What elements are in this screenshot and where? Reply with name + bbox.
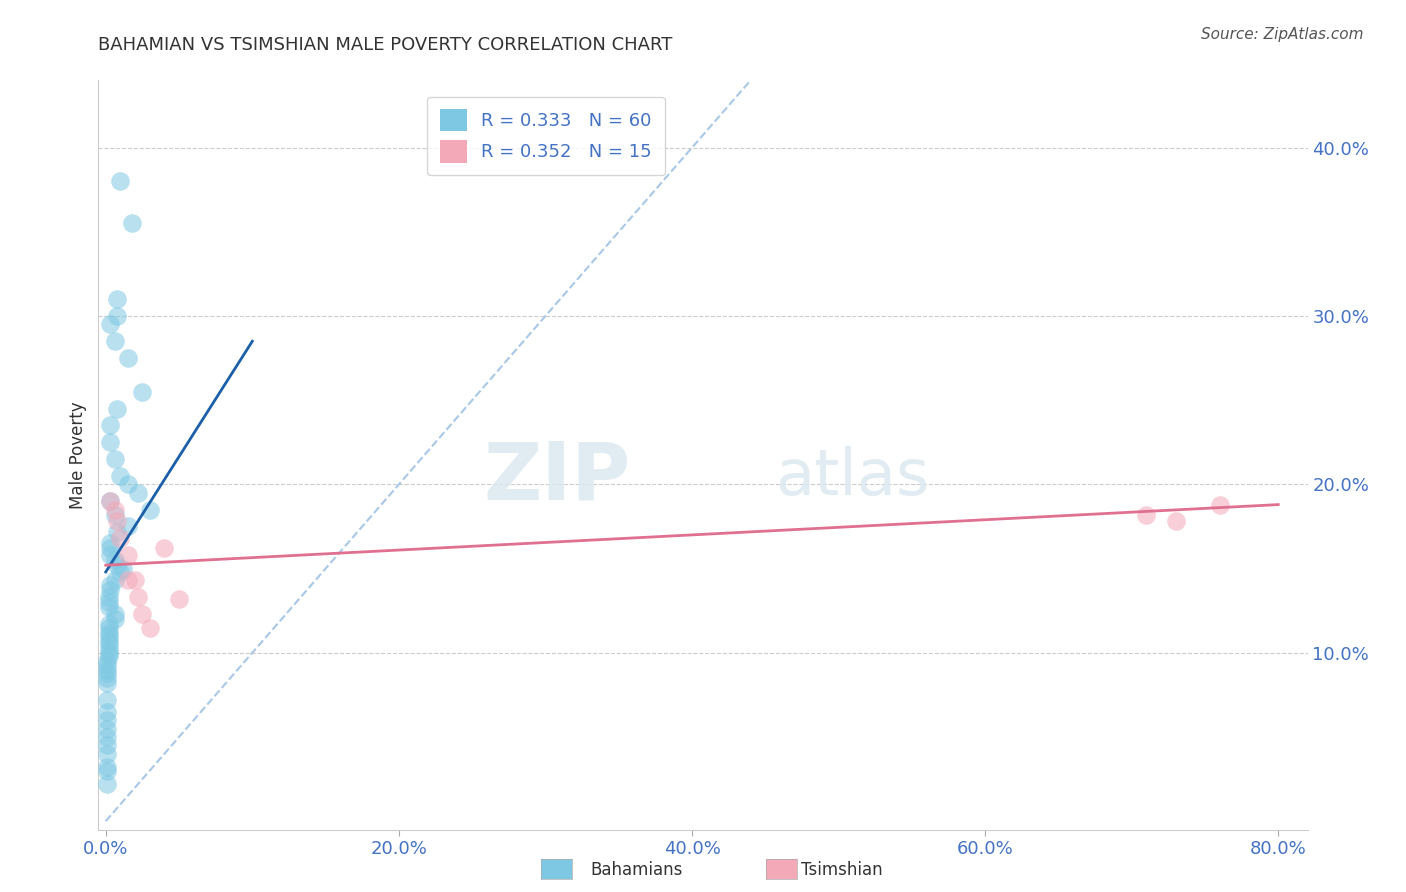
Point [127,591,149,605]
Point [107,292,129,306]
Point [110,174,132,188]
Point [1135,508,1157,522]
Point [107,515,129,529]
Point [1208,498,1230,512]
Point [138,620,160,634]
Point [117,548,139,562]
Legend: R = 0.333   N = 60, R = 0.352   N = 15: R = 0.333 N = 60, R = 0.352 N = 15 [427,97,665,175]
Point [97,649,120,664]
Point [96,747,118,761]
Point [98,536,121,550]
Point [96,739,118,753]
Text: Source: ZipAtlas.com: Source: ZipAtlas.com [1201,27,1364,42]
Point [103,502,125,516]
Point [97,642,120,657]
Point [96,693,118,707]
Point [97,646,120,660]
Point [97,617,120,632]
Point [127,485,149,500]
Point [96,777,118,791]
Point [103,334,125,349]
Point [153,541,176,556]
Point [97,600,120,615]
Text: Bahamians: Bahamians [591,861,683,879]
Text: atlas: atlas [776,446,929,508]
Point [96,665,118,680]
Point [97,629,120,643]
Y-axis label: Male Poverty: Male Poverty [69,401,87,508]
Point [98,548,121,562]
Point [121,216,143,230]
Point [107,401,129,416]
Point [110,469,132,483]
Point [117,477,139,491]
Point [98,578,121,592]
Point [96,764,118,778]
Point [117,519,139,533]
Point [96,730,118,744]
Point [96,671,118,685]
Point [131,607,153,621]
Point [97,637,120,651]
Point [103,612,125,626]
Point [96,760,118,774]
Point [131,384,153,399]
Point [98,541,121,556]
Point [98,583,121,598]
Point [110,565,132,579]
Point [98,318,121,332]
Point [103,607,125,621]
Point [110,531,132,545]
Point [107,524,129,539]
Point [96,663,118,677]
Point [107,309,129,323]
Text: BAHAMIAN VS TSIMSHIAN MALE POVERTY CORRELATION CHART: BAHAMIAN VS TSIMSHIAN MALE POVERTY CORRE… [98,36,673,54]
Point [98,418,121,433]
Point [96,722,118,736]
Point [117,351,139,365]
Point [124,574,146,588]
Point [96,657,118,672]
Point [96,705,118,719]
Point [97,625,120,640]
Point [167,591,190,606]
Point [98,494,121,508]
Point [103,574,125,588]
Point [96,676,118,690]
Text: ZIP: ZIP [484,438,630,516]
Point [98,435,121,450]
Point [98,494,121,508]
Point [1164,515,1187,529]
Text: Tsimshian: Tsimshian [801,861,883,879]
Point [107,558,129,573]
Point [97,634,120,648]
Point [103,553,125,567]
Point [103,452,125,467]
Point [96,713,118,727]
Point [103,508,125,522]
Point [96,654,118,668]
Point [97,595,120,609]
Point [97,591,120,605]
Point [112,561,135,575]
Point [97,620,120,634]
Point [117,574,139,588]
Point [138,502,160,516]
